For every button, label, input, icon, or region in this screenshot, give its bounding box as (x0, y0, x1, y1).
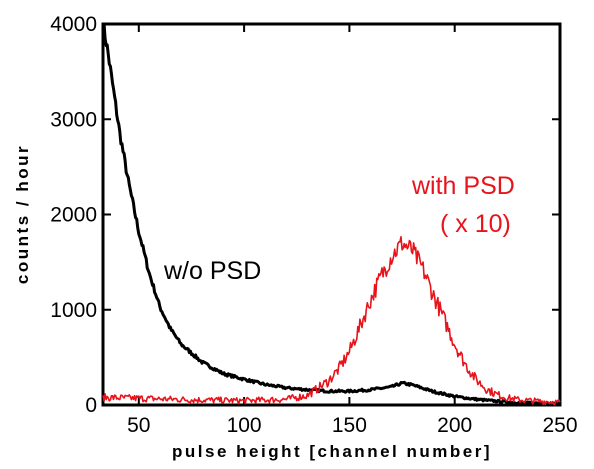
annotation-with-psd: with PSD (411, 172, 515, 200)
y-tick-label: 1000 (50, 299, 97, 322)
annotation-scale-factor: ( x 10) (440, 210, 511, 238)
y-tick-label: 3000 (50, 108, 97, 131)
y-tick-label: 4000 (50, 13, 97, 36)
x-tick-label: 200 (437, 414, 472, 437)
y-tick-label: 2000 (50, 204, 97, 227)
series-layer (101, 22, 561, 407)
series-line-with-psd (102, 236, 561, 406)
annotation-without-psd: w/o PSD (163, 257, 261, 285)
x-tick-label: 150 (332, 414, 367, 437)
y-axis-title: counts / hour (13, 144, 32, 284)
x-tick-label: 50 (127, 414, 150, 437)
y-tick-label: 0 (85, 394, 97, 417)
x-tick-label: 250 (542, 414, 577, 437)
x-tick-label: 100 (227, 414, 262, 437)
y-tick-labels: 0 1000 2000 3000 4000 (50, 13, 97, 417)
series-line-without-psd (101, 22, 561, 407)
x-tick-labels: 50 100 150 200 250 (127, 414, 577, 437)
x-axis-title: pulse height [channel number] (172, 442, 492, 461)
